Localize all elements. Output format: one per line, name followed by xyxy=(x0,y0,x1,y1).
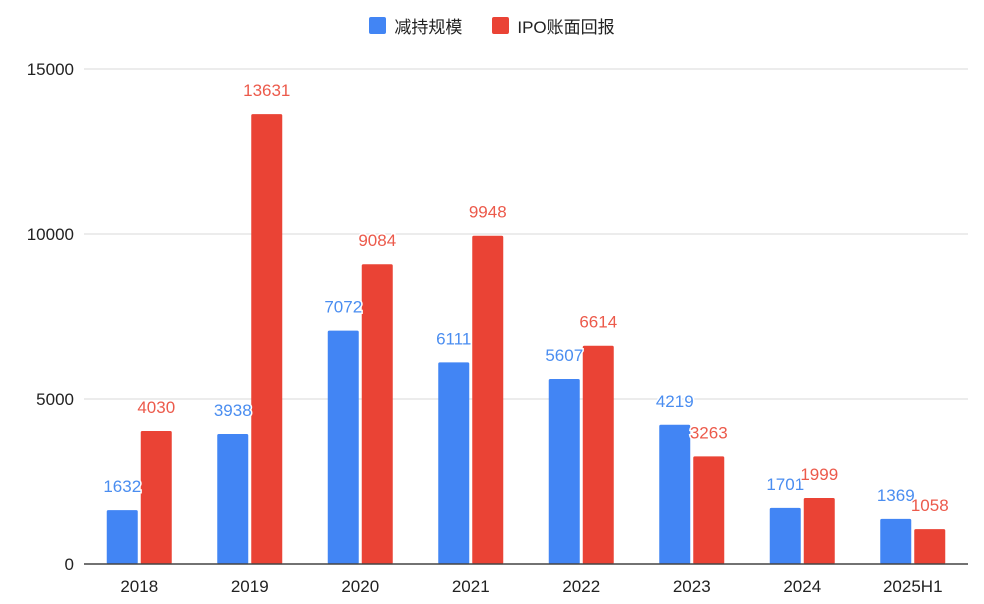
data-label-series-1: 5607 xyxy=(545,346,583,365)
data-label-series-1: 1369 xyxy=(877,486,915,505)
legend-label-series-1: 减持规模 xyxy=(394,18,463,37)
y-tick-label: 5000 xyxy=(36,390,74,409)
data-label-series-2: 9084 xyxy=(358,231,396,250)
bar-series-2 xyxy=(361,264,393,564)
legend-label-series-2: IPO账面回报 xyxy=(517,18,615,37)
bar-series-1 xyxy=(880,518,912,564)
x-tick-label: 2023 xyxy=(673,577,711,596)
bar-series-2 xyxy=(251,114,283,564)
bar-series-1 xyxy=(327,330,359,564)
data-label-series-2: 6614 xyxy=(579,313,617,332)
bar-series-1 xyxy=(217,434,249,564)
data-label-series-2: 13631 xyxy=(243,81,290,100)
x-tick-label: 2018 xyxy=(120,577,158,596)
data-label-series-1: 6111 xyxy=(436,329,471,348)
bar-series-2 xyxy=(803,498,835,564)
x-tick-label: 2020 xyxy=(341,577,379,596)
legend-swatch-series-2 xyxy=(492,17,510,34)
data-label-series-1: 3938 xyxy=(214,401,252,420)
y-tick-label: 15000 xyxy=(27,60,74,79)
y-tick-label: 0 xyxy=(65,555,74,574)
x-tick-label: 2024 xyxy=(783,577,821,596)
axes: 0 5000 10000 15000 2018 2019 2020 2021 2022 2023 2… xyxy=(27,60,968,596)
bar-series-2 xyxy=(472,235,504,564)
bar-series-2 xyxy=(140,431,172,564)
data-label-series-2: 1999 xyxy=(800,465,838,484)
data-labels: 1632 4030 3938 13631 7072 9084 6111 9948 5607 661… xyxy=(102,80,950,517)
data-label-series-2: 9948 xyxy=(469,203,507,222)
bars xyxy=(106,114,946,564)
x-tick-label: 2021 xyxy=(452,577,490,596)
data-label-series-1: 4219 xyxy=(656,392,694,411)
bar-series-1 xyxy=(106,510,138,564)
bar-series-2 xyxy=(914,529,946,564)
bar-series-2 xyxy=(693,456,725,564)
x-tick-label: 2019 xyxy=(231,577,269,596)
bar-series-1 xyxy=(438,362,470,564)
legend-item-series-1: 减持规模 xyxy=(369,13,462,38)
data-label-series-1: 7072 xyxy=(324,298,362,317)
bar-series-1 xyxy=(769,507,801,564)
x-tick-label: 2022 xyxy=(562,577,600,596)
chart-legend: 减持规模 IPO账面回报 xyxy=(0,13,984,38)
data-label-series-2: 4030 xyxy=(137,398,175,417)
legend-item-series-2: IPO账面回报 xyxy=(492,13,615,38)
data-label-series-1: 1701 xyxy=(766,475,804,494)
x-tick-label: 2025H1 xyxy=(883,577,943,596)
data-label-series-1: 1632 xyxy=(103,477,141,496)
bar-series-2 xyxy=(582,345,614,564)
bar-series-1 xyxy=(659,424,691,564)
data-label-series-2: 3263 xyxy=(690,423,728,442)
gridlines xyxy=(84,68,968,400)
y-tick-label: 10000 xyxy=(27,225,74,244)
bar-series-1 xyxy=(548,378,580,564)
data-label-series-2: 1058 xyxy=(911,496,949,515)
legend-swatch-series-1 xyxy=(369,17,387,34)
